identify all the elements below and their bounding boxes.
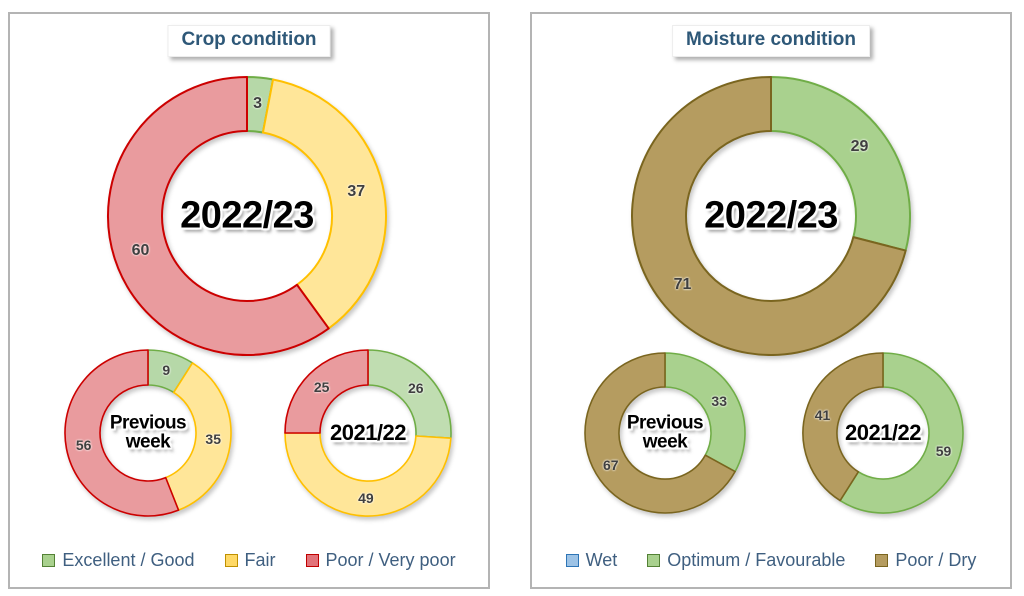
legend-label: Optimum / Favourable [667, 550, 846, 570]
donut-center-label: 2021/22 [329, 419, 407, 445]
slice-value-label: 37 [347, 182, 366, 200]
donut-slice [584, 352, 736, 514]
slice-value-label: 29 [850, 138, 869, 156]
slice-value-label: 56 [75, 437, 92, 454]
slice-value-label: 3 [253, 95, 262, 113]
donut-slice [261, 78, 387, 330]
donut-crop-prev-week [64, 349, 232, 517]
donut-crop-2021-22 [284, 349, 452, 517]
legend-label: Poor / Dry [895, 550, 977, 570]
donut-slice [284, 349, 369, 434]
legend-item: Optimum / Favourable [647, 550, 845, 571]
legend-label: Fair [244, 550, 276, 570]
legend-swatch-icon [305, 554, 319, 567]
donut-slice [164, 362, 232, 511]
donut-center-label: 2022/23 [180, 194, 314, 237]
chart-title-text: Crop condition [181, 29, 317, 50]
crop-donuts-svg [64, 75, 452, 517]
donut-slice [802, 352, 884, 502]
panel-crop-condition: Crop condition 3 37 60 2022/23 9 35 56 Previous… [8, 12, 490, 589]
donut-slice [770, 76, 911, 252]
slice-value-label: 59 [935, 442, 952, 459]
donut-slice [664, 352, 746, 473]
donut-moist-prev-week [584, 352, 746, 514]
legend-label: Excellent / Good [62, 550, 195, 570]
donut-slice [64, 349, 180, 517]
slice-value-label: 33 [711, 392, 728, 409]
slice-value-label: 60 [131, 241, 150, 259]
donut-center-label: 2021/22 [844, 419, 922, 445]
chart-title-text: Moisture condition [686, 29, 856, 50]
donut-slice [839, 352, 964, 514]
slice-value-label: 26 [407, 380, 424, 397]
slice-value-label: 67 [602, 457, 619, 474]
slice-value-label: 9 [162, 362, 171, 379]
donut-center-label: 2022/23 [704, 194, 838, 237]
crop-condition-title: Crop condition [167, 25, 331, 57]
donut-slice [631, 76, 907, 356]
legend-swatch-icon [875, 554, 889, 567]
legend-item: Wet [565, 550, 618, 571]
donut-center-label: Previous week [626, 412, 704, 453]
legend-label: Poor / Very poor [325, 550, 456, 570]
moisture-donuts-svg [584, 76, 964, 514]
slice-value-label: 41 [814, 407, 831, 424]
legend-item: Fair [224, 550, 276, 571]
legend-item: Poor / Dry [875, 550, 976, 571]
legend-swatch-icon [224, 554, 238, 567]
donut-slice [284, 432, 452, 517]
moisture-condition-title: Moisture condition [672, 25, 870, 57]
donut-center-label: Previous week [109, 412, 187, 453]
donut-moist-2022-23 [631, 76, 911, 356]
legend-item: Poor / Very poor [305, 550, 456, 571]
crop-legend: Excellent / Good Fair Poor / Very poor [10, 550, 488, 571]
legend-item: Excellent / Good [42, 550, 195, 571]
slice-value-label: 49 [358, 490, 374, 507]
panel-moisture-condition: Moisture condition 29 71 2022/23 33 67 Previo… [530, 12, 1012, 589]
donut-moist-2021-22 [802, 352, 964, 514]
slice-value-label: 71 [673, 275, 692, 293]
donut-slice [107, 76, 330, 356]
moisture-legend: Wet Optimum / Favourable Poor / Dry [532, 550, 1010, 571]
legend-swatch-icon [42, 554, 56, 567]
legend-swatch-icon [565, 554, 579, 567]
slice-value-label: 35 [205, 431, 221, 448]
slice-value-label: 25 [313, 378, 330, 395]
legend-label: Wet [585, 550, 618, 570]
legend-swatch-icon [647, 554, 661, 567]
donut-crop-2022-23 [107, 75, 387, 356]
